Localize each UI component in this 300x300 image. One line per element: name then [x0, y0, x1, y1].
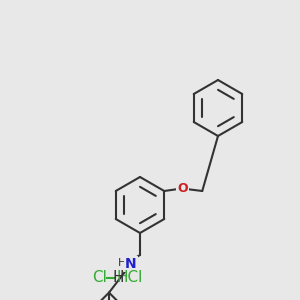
- Text: H: H: [112, 271, 124, 286]
- Text: N: N: [125, 257, 137, 271]
- Text: O: O: [177, 182, 188, 196]
- Text: Cl: Cl: [93, 271, 107, 286]
- Text: H: H: [118, 258, 126, 268]
- Text: HCl: HCl: [117, 271, 143, 286]
